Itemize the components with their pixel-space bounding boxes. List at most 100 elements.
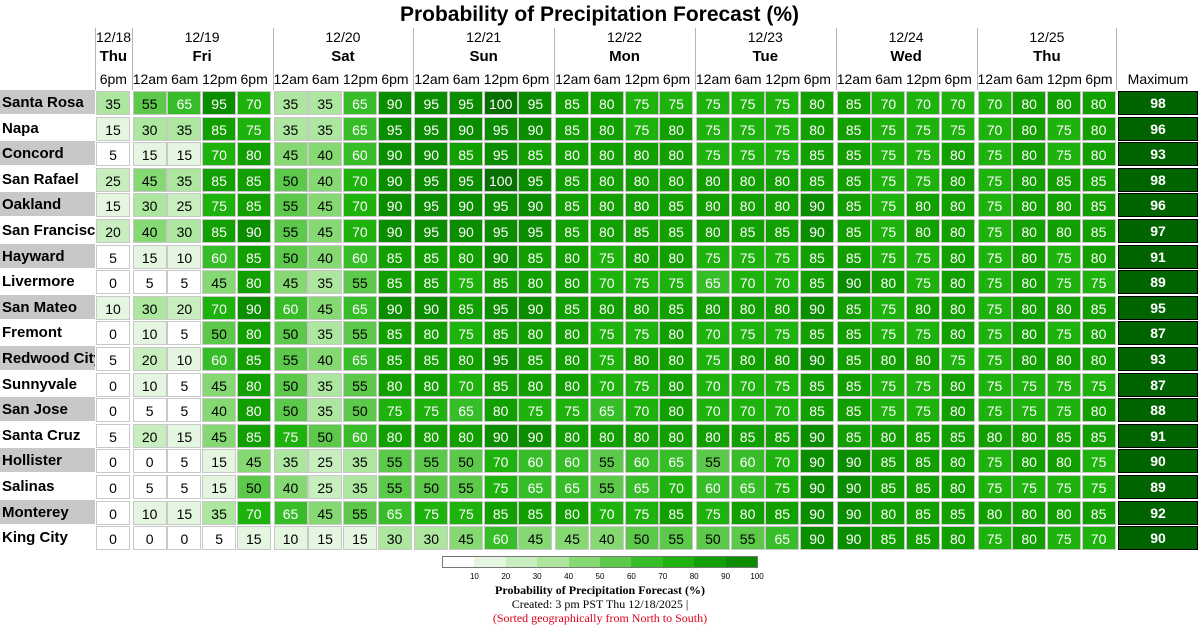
heatmap-cell: 70 <box>730 372 765 397</box>
heatmap-cell: 85 <box>236 423 271 448</box>
heatmap-cell: 85 <box>1081 193 1116 218</box>
heatmap-cell: 75 <box>202 193 237 218</box>
heatmap-cell: 75 <box>730 321 765 346</box>
heatmap-cell: 85 <box>518 500 553 525</box>
city-label: Livermore <box>0 269 95 295</box>
heatmap-cell: 75 <box>871 116 906 141</box>
heatmap-cell: 80 <box>1081 116 1116 141</box>
heatmap-cell: 85 <box>377 244 412 269</box>
heatmap-cell: 70 <box>730 270 765 295</box>
time-label: 12am <box>414 71 450 87</box>
heatmap-cell: 75 <box>977 295 1012 320</box>
heatmap-cell: 0 <box>96 270 130 295</box>
heatmap-cell: 85 <box>836 142 871 167</box>
day-separator <box>694 28 696 90</box>
heatmap-cell: 65 <box>342 295 377 320</box>
heatmap-cell: 90 <box>800 219 834 243</box>
heatmap-cell: 65 <box>449 398 483 423</box>
heatmap-cell: 85 <box>800 244 834 269</box>
heatmap-cell: 80 <box>940 475 975 499</box>
heatmap-cell: 80 <box>906 347 941 371</box>
legend-swatch <box>568 557 601 567</box>
legend-caption: Probability of Precipitation Forecast (%… <box>495 583 705 597</box>
heatmap-cell: 80 <box>659 321 694 346</box>
heatmap-cell: 90 <box>518 116 553 141</box>
heatmap-cell: 75 <box>659 91 694 115</box>
heatmap-cell: 75 <box>624 91 659 115</box>
heatmap-cell: 80 <box>589 193 624 218</box>
heatmap-cell: 75 <box>940 347 975 371</box>
heatmap-cell: 45 <box>518 526 553 551</box>
heatmap-cell: 80 <box>1081 347 1116 371</box>
time-label: 12pm <box>342 71 378 87</box>
heatmap-cell: 75 <box>449 270 483 295</box>
time-label: 6pm <box>1085 71 1113 87</box>
heatmap-cell: 90 <box>377 295 412 320</box>
heatmap-cell: 95 <box>483 142 518 167</box>
heatmap-cell: 50 <box>308 423 343 448</box>
time-label: 12pm <box>202 71 238 87</box>
heatmap-cell: 70 <box>236 500 271 525</box>
heatmap-cell: 25 <box>96 167 130 192</box>
day-name-label: Thu <box>99 48 128 65</box>
heatmap-cell: 85 <box>377 270 412 295</box>
maximum-cell: 92 <box>1118 500 1198 525</box>
heatmap-cell: 25 <box>167 193 202 218</box>
heatmap-cell: 10 <box>167 347 202 371</box>
heatmap-cell: 0 <box>167 526 202 551</box>
heatmap-cell: 65 <box>695 270 730 295</box>
heatmap-cell: 80 <box>1046 500 1081 525</box>
heatmap-cell: 75 <box>871 193 906 218</box>
heatmap-cell: 80 <box>659 423 694 448</box>
heatmap-cell: 60 <box>202 347 237 371</box>
heatmap-cell: 95 <box>377 116 412 141</box>
heatmap-cell: 35 <box>308 116 343 141</box>
heatmap-cell: 75 <box>695 142 730 167</box>
heatmap-cell: 20 <box>167 295 202 320</box>
maximum-cell: 97 <box>1118 219 1198 243</box>
heatmap-cell: 75 <box>906 321 941 346</box>
heatmap-cell: 50 <box>273 398 308 423</box>
heatmap-cell: 90 <box>800 500 834 525</box>
heatmap-cell: 80 <box>589 219 624 243</box>
heatmap-cell: 85 <box>449 142 483 167</box>
heatmap-cell: 70 <box>659 475 694 499</box>
heatmap-cell: 80 <box>1012 423 1047 448</box>
heatmap-cell: 85 <box>659 193 694 218</box>
heatmap-cell: 0 <box>132 526 167 551</box>
heatmap-cell: 75 <box>483 475 518 499</box>
heatmap-cell: 5 <box>132 475 167 499</box>
heatmap-cell: 80 <box>1081 91 1116 115</box>
heatmap-cell: 90 <box>800 423 834 448</box>
heatmap-cell: 95 <box>518 219 553 243</box>
heatmap-cell: 75 <box>871 295 906 320</box>
heatmap-cell: 85 <box>871 449 906 474</box>
heatmap-cell: 90 <box>449 116 483 141</box>
time-label: 6pm <box>803 71 831 87</box>
heatmap-cell: 70 <box>589 500 624 525</box>
heatmap-cell: 75 <box>1012 372 1047 397</box>
day-date-label: 12/19 <box>184 29 220 45</box>
heatmap-cell: 85 <box>377 321 412 346</box>
heatmap-cell: 75 <box>906 244 941 269</box>
heatmap-cell: 80 <box>659 167 694 192</box>
heatmap-cell: 80 <box>555 372 590 397</box>
heatmap-cell: 60 <box>273 295 308 320</box>
heatmap-cell: 90 <box>836 475 871 499</box>
heatmap-cell: 75 <box>730 142 765 167</box>
heatmap-cell: 80 <box>800 116 834 141</box>
heatmap-cell: 65 <box>555 475 590 499</box>
heatmap-cell: 85 <box>236 193 271 218</box>
heatmap-cell: 85 <box>836 116 871 141</box>
heatmap-cell: 85 <box>1081 295 1116 320</box>
heatmap-cell: 80 <box>589 423 624 448</box>
heatmap-cell: 85 <box>836 398 871 423</box>
heatmap-cell: 80 <box>730 295 765 320</box>
heatmap-cell: 85 <box>202 219 237 243</box>
heatmap-cell: 85 <box>518 347 553 371</box>
heatmap-cell: 90 <box>377 193 412 218</box>
heatmap-cell: 75 <box>906 398 941 423</box>
heatmap-cell: 5 <box>167 321 202 346</box>
heatmap-cell: 80 <box>449 347 483 371</box>
heatmap-cell: 85 <box>906 526 941 551</box>
